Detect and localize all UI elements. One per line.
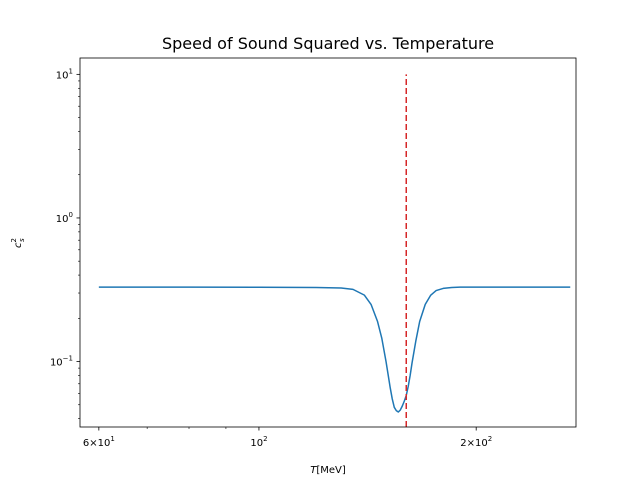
- y-axis-label: c2s: [10, 238, 26, 248]
- x-axis-label: T[MeV]: [310, 465, 346, 476]
- x-tick-label: 2×102: [460, 435, 492, 449]
- y-tick-label: 100: [56, 211, 73, 225]
- axes-frame: [79, 57, 577, 428]
- plot-area: [98, 74, 571, 427]
- axis-ticks: 6×101 102 2×102 10−1 100 101: [50, 67, 492, 449]
- x-tick-label: 6×101: [83, 435, 115, 449]
- series-line: [98, 286, 571, 413]
- y-tick-label: 10−1: [50, 355, 73, 369]
- x-tick-label: 102: [250, 435, 267, 449]
- y-tick-label: 101: [56, 67, 73, 81]
- chart-title: Speed of Sound Squared vs. Temperature: [162, 34, 494, 53]
